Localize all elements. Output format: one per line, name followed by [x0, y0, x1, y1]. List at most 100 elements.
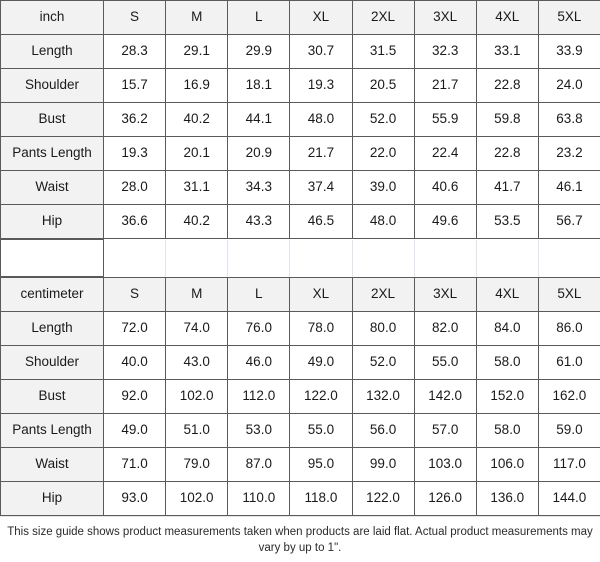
- cell: 24.0: [538, 69, 600, 103]
- cell: 23.2: [538, 137, 600, 171]
- cell: 74.0: [166, 312, 228, 346]
- cell: 29.1: [166, 35, 228, 69]
- cell: 30.7: [290, 35, 352, 69]
- cell: 99.0: [352, 448, 414, 482]
- separator-cell: [166, 240, 228, 277]
- cell: 53.5: [476, 205, 538, 239]
- cell: 39.0: [352, 171, 414, 205]
- size-header-m: M: [166, 1, 228, 35]
- cell: 58.0: [476, 414, 538, 448]
- size-header-2xl: 2XL: [352, 1, 414, 35]
- row-label-bust: Bust: [1, 103, 104, 137]
- table-header-row: centimeter S M L XL 2XL 3XL 4XL 5XL: [1, 278, 600, 312]
- cell: 61.0: [538, 346, 600, 380]
- cell: 92.0: [104, 380, 166, 414]
- centimeter-size-table: centimeter S M L XL 2XL 3XL 4XL 5XL Leng…: [0, 277, 600, 516]
- size-header-l: L: [228, 278, 290, 312]
- cell: 46.5: [290, 205, 352, 239]
- row-label-hip: Hip: [1, 205, 104, 239]
- cell: 93.0: [104, 482, 166, 516]
- table-header-row: inch S M L XL 2XL 3XL 4XL 5XL: [1, 1, 600, 35]
- table-row: Length 28.3 29.1 29.9 30.7 31.5 32.3 33.…: [1, 35, 600, 69]
- cell: 63.8: [538, 103, 600, 137]
- size-header-3xl: 3XL: [414, 1, 476, 35]
- cell: 49.6: [414, 205, 476, 239]
- cell: 56.0: [352, 414, 414, 448]
- cell: 76.0: [228, 312, 290, 346]
- cell: 152.0: [476, 380, 538, 414]
- unit-label-centimeter: centimeter: [1, 278, 104, 312]
- cell: 48.0: [290, 103, 352, 137]
- separator-cell: [476, 240, 538, 277]
- cell: 34.3: [228, 171, 290, 205]
- cell: 20.9: [228, 137, 290, 171]
- separator-cell: [290, 240, 352, 277]
- size-header-5xl: 5XL: [538, 278, 600, 312]
- size-header-m: M: [166, 278, 228, 312]
- cell: 110.0: [228, 482, 290, 516]
- cell: 33.9: [538, 35, 600, 69]
- cell: 22.0: [352, 137, 414, 171]
- separator-cell: [414, 240, 476, 277]
- size-header-5xl: 5XL: [538, 1, 600, 35]
- cell: 16.9: [166, 69, 228, 103]
- cell: 122.0: [290, 380, 352, 414]
- cell: 52.0: [352, 346, 414, 380]
- centimeter-table-body: centimeter S M L XL 2XL 3XL 4XL 5XL Leng…: [1, 278, 600, 516]
- cell: 144.0: [538, 482, 600, 516]
- size-header-4xl: 4XL: [476, 1, 538, 35]
- cell: 33.1: [476, 35, 538, 69]
- cell: 15.7: [104, 69, 166, 103]
- cell: 58.0: [476, 346, 538, 380]
- separator-cell: [228, 240, 290, 277]
- cell: 84.0: [476, 312, 538, 346]
- cell: 136.0: [476, 482, 538, 516]
- cell: 102.0: [166, 380, 228, 414]
- table-row: Bust 92.0 102.0 112.0 122.0 132.0 142.0 …: [1, 380, 600, 414]
- cell: 40.2: [166, 205, 228, 239]
- cell: 28.0: [104, 171, 166, 205]
- cell: 55.9: [414, 103, 476, 137]
- table-row: Hip 93.0 102.0 110.0 118.0 122.0 126.0 1…: [1, 482, 600, 516]
- cell: 48.0: [352, 205, 414, 239]
- unit-label-inch: inch: [1, 1, 104, 35]
- row-label-pants-length: Pants Length: [1, 137, 104, 171]
- cell: 31.5: [352, 35, 414, 69]
- cell: 79.0: [166, 448, 228, 482]
- table-row: Waist 71.0 79.0 87.0 95.0 99.0 103.0 106…: [1, 448, 600, 482]
- table-row: Bust 36.2 40.2 44.1 48.0 52.0 55.9 59.8 …: [1, 103, 600, 137]
- separator-body: [1, 240, 600, 277]
- table-row: Length 72.0 74.0 76.0 78.0 80.0 82.0 84.…: [1, 312, 600, 346]
- row-label-waist: Waist: [1, 448, 104, 482]
- row-label-length: Length: [1, 312, 104, 346]
- cell: 36.6: [104, 205, 166, 239]
- row-label-bust: Bust: [1, 380, 104, 414]
- cell: 21.7: [414, 69, 476, 103]
- cell: 21.7: [290, 137, 352, 171]
- cell: 103.0: [414, 448, 476, 482]
- table-row: Waist 28.0 31.1 34.3 37.4 39.0 40.6 41.7…: [1, 171, 600, 205]
- cell: 41.7: [476, 171, 538, 205]
- row-label-waist: Waist: [1, 171, 104, 205]
- size-header-xl: XL: [290, 278, 352, 312]
- cell: 112.0: [228, 380, 290, 414]
- row-label-shoulder: Shoulder: [1, 346, 104, 380]
- cell: 59.0: [538, 414, 600, 448]
- cell: 87.0: [228, 448, 290, 482]
- row-label-length: Length: [1, 35, 104, 69]
- cell: 28.3: [104, 35, 166, 69]
- cell: 59.8: [476, 103, 538, 137]
- cell: 32.3: [414, 35, 476, 69]
- cell: 102.0: [166, 482, 228, 516]
- cell: 118.0: [290, 482, 352, 516]
- cell: 43.0: [166, 346, 228, 380]
- cell: 122.0: [352, 482, 414, 516]
- cell: 40.2: [166, 103, 228, 137]
- table-row: Hip 36.6 40.2 43.3 46.5 48.0 49.6 53.5 5…: [1, 205, 600, 239]
- cell: 19.3: [104, 137, 166, 171]
- cell: 43.3: [228, 205, 290, 239]
- size-header-3xl: 3XL: [414, 278, 476, 312]
- table-row: Pants Length 49.0 51.0 53.0 55.0 56.0 57…: [1, 414, 600, 448]
- cell: 31.1: [166, 171, 228, 205]
- cell: 22.8: [476, 69, 538, 103]
